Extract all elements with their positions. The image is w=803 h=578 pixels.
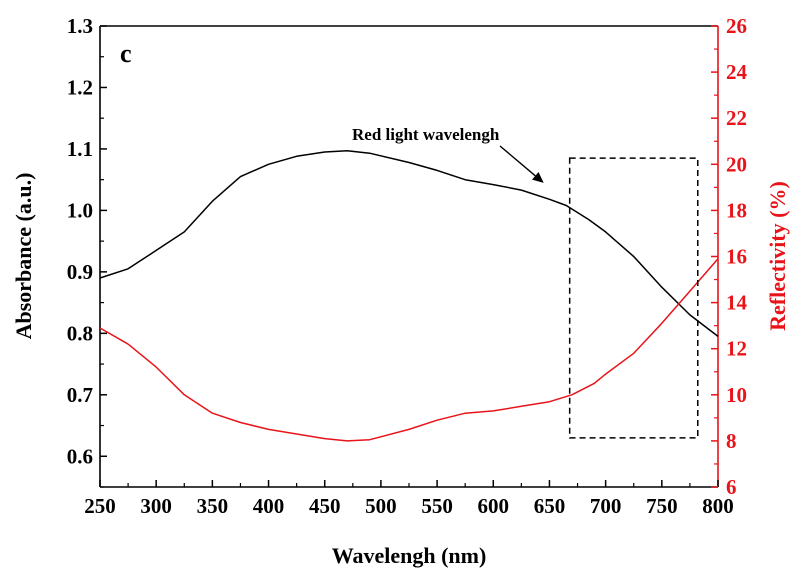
- y-left-tick-label: 1.1: [67, 137, 93, 161]
- y-right-axis-title: Reflectivity (%): [765, 181, 790, 331]
- y-left-tick-label: 1.2: [67, 75, 93, 99]
- y-right-tick-label: 8: [726, 429, 737, 453]
- x-axis-title: Wavelengh (nm): [332, 543, 487, 568]
- y-left-tick-label: 0.7: [67, 383, 93, 407]
- y-left-tick-label: 0.8: [67, 321, 93, 345]
- plot-frame: [99, 25, 719, 488]
- panel-label: c: [120, 39, 132, 68]
- y-right-tick-label: 16: [726, 245, 747, 269]
- x-tick-label: 700: [590, 494, 622, 518]
- x-tick-label: 450: [309, 494, 341, 518]
- x-tick-label: 800: [702, 494, 734, 518]
- y-left-tick-label: 0.9: [67, 260, 93, 284]
- y-left-tick-label: 1.0: [67, 198, 93, 222]
- annotation-label: Red light wavelengh: [352, 125, 500, 144]
- absorbance-series-line: [99, 150, 719, 337]
- y-left-axis-ticks: 0.6 0.7 0.8 0.9 1.0 1.1 1.2 1.3: [67, 14, 107, 488]
- x-tick-label: 600: [478, 494, 510, 518]
- y-right-tick-label: 18: [726, 198, 747, 222]
- y-right-tick-label: 10: [726, 383, 747, 407]
- y-left-axis-title: Absorbance (a.u.): [11, 173, 36, 340]
- y-right-tick-label: 12: [726, 337, 747, 361]
- y-right-tick-label: 6: [726, 475, 737, 499]
- x-tick-label: 250: [84, 494, 116, 518]
- y-right-tick-label: 14: [726, 291, 748, 315]
- y-right-tick-label: 20: [726, 152, 747, 176]
- annotation-arrowhead: [532, 171, 544, 183]
- red-light-region-box: [568, 157, 699, 439]
- y-left-tick-label: 1.3: [67, 14, 93, 38]
- y-right-tick-label: 24: [726, 60, 748, 84]
- annotation-arrow: [499, 145, 536, 177]
- y-right-tick-label: 22: [726, 106, 747, 130]
- x-axis-ticks: 250 300 350 400 450 500 550 600 650 700 750 800: [84, 480, 734, 518]
- x-tick-label: 650: [534, 494, 566, 518]
- x-tick-label: 500: [365, 494, 397, 518]
- x-tick-label: 350: [197, 494, 229, 518]
- y-right-tick-label: 26: [726, 14, 747, 38]
- x-tick-label: 750: [646, 494, 678, 518]
- y-left-tick-label: 0.6: [67, 444, 93, 468]
- x-tick-label: 400: [253, 494, 285, 518]
- y-right-axis-ticks: 6 8 10 12 14 16 18 20 22 24 26: [711, 14, 748, 499]
- x-tick-label: 300: [140, 494, 172, 518]
- series-layer: [99, 150, 719, 442]
- x-tick-label: 550: [421, 494, 453, 518]
- reflectivity-series-line: [99, 258, 719, 442]
